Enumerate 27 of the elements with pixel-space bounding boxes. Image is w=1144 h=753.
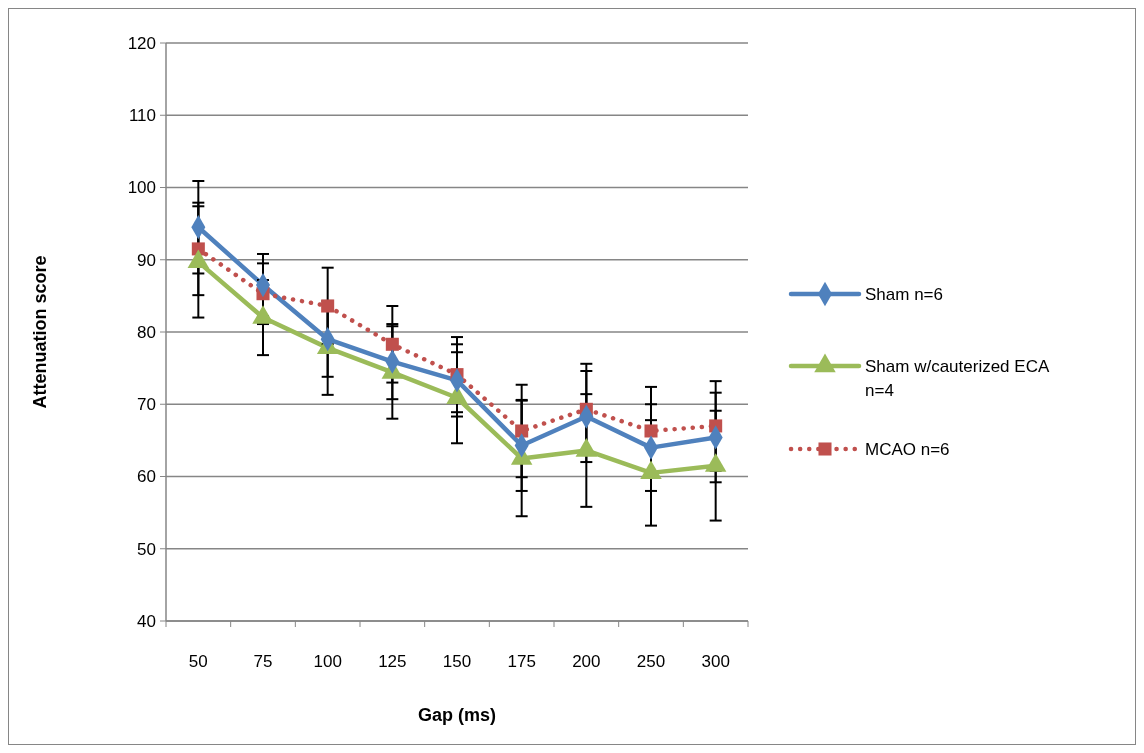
y-tick-label: 40 — [137, 611, 156, 631]
y-tick-label: 120 — [127, 33, 156, 53]
x-tick-label: 150 — [442, 652, 472, 671]
legend-label: MCAO n=6 — [865, 439, 950, 459]
point — [644, 424, 658, 438]
point — [385, 337, 399, 351]
x-tick-label: 125 — [378, 652, 407, 671]
x-tick-label: 300 — [701, 652, 730, 671]
legend-label: Sham w/cauterized ECA n=4 — [865, 356, 1050, 400]
x-tick-label: 175 — [507, 652, 536, 671]
point — [515, 424, 529, 438]
y-tick-label: 70 — [137, 395, 156, 415]
x-tick-label: 50 — [188, 652, 208, 671]
x-axis-title: Gap (ms) — [417, 705, 497, 725]
y-axis-title: Attenuation score — [30, 255, 50, 409]
y-tick-label: 60 — [137, 467, 156, 487]
x-tick-label: 200 — [572, 652, 601, 671]
x-tick-label: 75 — [253, 652, 273, 671]
y-tick-label: 110 — [128, 106, 156, 126]
legend-label: Sham n=6 — [865, 284, 943, 304]
x-tick-label: 250 — [636, 652, 666, 671]
y-tick-label: 80 — [137, 322, 156, 342]
y-tick-label: 50 — [137, 539, 156, 559]
y-tick-label: 90 — [137, 250, 156, 270]
point — [321, 299, 335, 313]
x-tick-label: 100 — [313, 652, 342, 671]
y-tick-label: 100 — [127, 178, 156, 198]
